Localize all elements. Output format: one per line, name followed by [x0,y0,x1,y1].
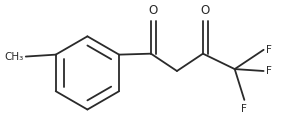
Text: O: O [200,4,209,17]
Text: F: F [266,66,272,76]
Text: F: F [266,45,272,55]
Text: F: F [241,104,247,114]
Text: CH₃: CH₃ [5,52,24,62]
Text: O: O [148,4,158,17]
